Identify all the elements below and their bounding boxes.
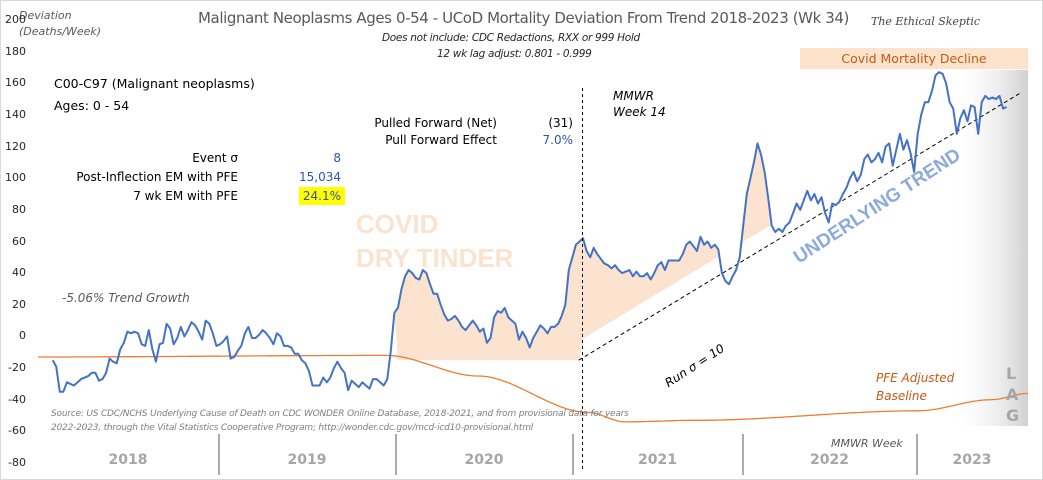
pfe-line1: PFE Adjusted — [876, 371, 955, 385]
y-tick-label: 140 — [5, 107, 26, 121]
y-tick-label: 80 — [12, 202, 26, 216]
seven-wk-label: 7 wk EM with PFE — [133, 189, 238, 203]
y-tick-label: 20 — [12, 297, 26, 311]
post-inflection-value: 15,034 — [299, 170, 341, 184]
y-tick-label: -20 — [8, 361, 26, 375]
x-axis-label: MMWR Week — [831, 437, 903, 450]
pfe-line2: Baseline — [876, 389, 927, 403]
x-tick-year: 2022 — [810, 452, 849, 468]
pull-forward-effect-value: 7.0% — [542, 133, 574, 147]
x-tick-year: 2023 — [952, 452, 992, 468]
dry-tinder-area — [383, 143, 790, 386]
y-tick-label: 180 — [5, 44, 26, 58]
subtitle-2: 12 wk lag adjust: 0.801 - 0.999 — [437, 48, 592, 60]
event-sigma-label: Event σ — [192, 151, 238, 165]
source-line1: Source: US CDC/NCHS Underlying Cause of … — [51, 409, 629, 419]
event-sigma-value: 8 — [333, 151, 341, 165]
y-axis-label-line1: Deviation — [19, 9, 72, 22]
series-label: C00-C97 (Malignant neoplasms) — [54, 76, 255, 91]
chart-title: Malignant Neoplasms Ages 0-54 - UCoD Mor… — [198, 9, 849, 27]
source-line2: 2022-2023, through the Vital Statistics … — [51, 423, 534, 433]
brand-logo: The Ethical Skeptic — [871, 15, 981, 28]
lag-letter-a: A — [1006, 385, 1019, 404]
mmwr14-line2: Week 14 — [613, 105, 666, 119]
lag-shade — [950, 70, 1028, 426]
x-tick-year: 2019 — [287, 452, 327, 468]
y-tick-label: 120 — [5, 139, 26, 153]
subtitle-1: Does not include: CDC Redactions, RXX or… — [382, 32, 640, 44]
y-tick-label: -60 — [8, 424, 26, 438]
pfe-baseline-line — [38, 354, 1029, 423]
y-axis-label-line2: (Deaths/Week) — [19, 25, 102, 38]
pfe-baseline-label: PFE Adjusted Baseline — [876, 369, 954, 405]
y-tick-label: 200 — [5, 13, 26, 26]
x-tick-year: 2020 — [464, 452, 504, 468]
covid-decline-banner: Covid Mortality Decline — [800, 48, 1028, 69]
ages-label: Ages: 0 - 54 — [54, 98, 130, 113]
seven-wk-value: 24.1% — [298, 187, 345, 205]
y-tick-label: -40 — [8, 392, 26, 406]
x-tick-year: 2021 — [638, 452, 677, 468]
x-tick-year: 2018 — [108, 452, 148, 468]
y-tick-label: -80 — [8, 456, 26, 469]
tinder-line1: COVID — [356, 209, 439, 239]
y-tick-label: 160 — [5, 76, 26, 90]
mmwr14-line1: MMWR — [613, 89, 654, 103]
pulled-forward-label: Pulled Forward (Net) — [374, 116, 497, 130]
lag-letter-l: L — [1006, 364, 1017, 383]
mmwr-week14-label: MMWR Week 14 — [613, 88, 666, 120]
y-tick-label: 60 — [12, 234, 26, 248]
pull-forward-effect-label: Pull Forward Effect — [385, 133, 497, 147]
y-tick-label: 0 — [19, 329, 26, 343]
lag-letter-g: G — [1006, 406, 1020, 425]
y-tick-label: 40 — [12, 266, 26, 280]
underlying-trend-line — [578, 92, 1021, 361]
trend-growth-annotation: -5.06% Trend Growth — [62, 291, 190, 305]
source-note: Source: US CDC/NCHS Underlying Cause of … — [51, 407, 629, 435]
y-axis-label: Deviation (Deaths/Week) — [19, 8, 101, 40]
covid-dry-tinder-annotation: COVID DRY TINDER — [356, 207, 513, 275]
pulled-forward-value: (31) — [548, 116, 573, 130]
tinder-line2: DRY TINDER — [356, 243, 514, 273]
deviation-series-line — [51, 71, 1008, 393]
post-inflection-label: Post-Inflection EM with PFE — [76, 170, 238, 184]
y-tick-label: 100 — [5, 171, 26, 185]
